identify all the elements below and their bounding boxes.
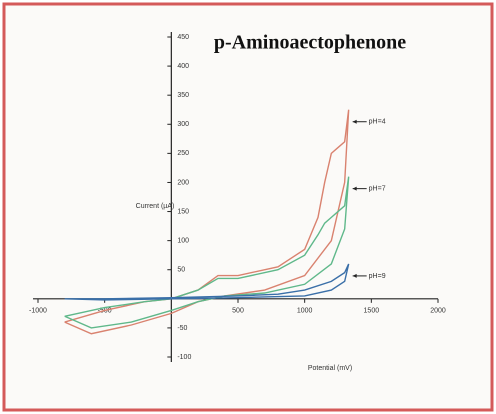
x-tick-label: 2000 bbox=[430, 308, 446, 315]
y-tick-label: 400 bbox=[177, 63, 189, 70]
series-label: pH=7 bbox=[369, 185, 386, 192]
y-tick-label: 150 bbox=[177, 208, 189, 215]
series-label: pH=9 bbox=[369, 273, 386, 280]
label-arrowhead bbox=[352, 186, 357, 191]
y-tick-label: -50 bbox=[177, 325, 187, 332]
series-line bbox=[64, 176, 350, 329]
y-tick-label: 50 bbox=[177, 267, 185, 274]
label-arrowhead bbox=[352, 119, 357, 124]
y-tick-label: 100 bbox=[177, 237, 189, 244]
y-tick-label: 300 bbox=[177, 121, 189, 128]
y-tick-label: 450 bbox=[177, 34, 189, 41]
label-arrowhead bbox=[352, 273, 357, 278]
y-tick-label: 250 bbox=[177, 150, 189, 157]
chart-title: p-Aminoaectophenone bbox=[214, 32, 406, 54]
y-tick-label: -100 bbox=[177, 354, 191, 361]
x-axis-label: Potential (mV) bbox=[308, 365, 352, 372]
x-tick-label: 1500 bbox=[364, 308, 380, 315]
series-line bbox=[64, 263, 350, 301]
y-axis-label: Current (µA) bbox=[136, 203, 175, 210]
x-tick-label: -1000 bbox=[29, 308, 47, 315]
x-tick-label: 1000 bbox=[297, 308, 313, 315]
x-tick-label: 500 bbox=[232, 308, 244, 315]
series-label: pH=4 bbox=[369, 119, 386, 126]
y-tick-label: 350 bbox=[177, 92, 189, 99]
y-tick-label: 200 bbox=[177, 179, 189, 186]
